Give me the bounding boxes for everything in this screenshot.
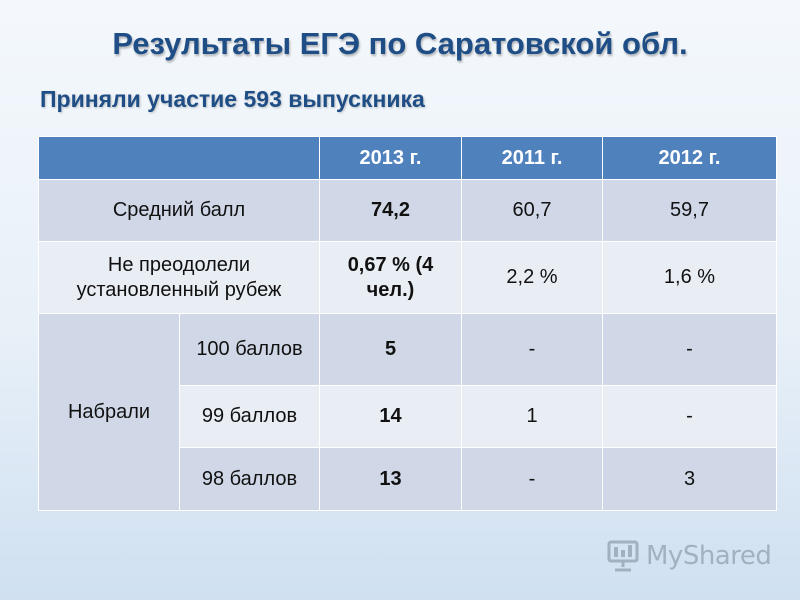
- row-label: Средний балл: [38, 179, 320, 242]
- results-table: 2013 г. 2011 г. 2012 г. Средний балл 74,…: [38, 136, 777, 511]
- sub-row-label: 98 баллов: [179, 447, 320, 511]
- sub-row-label: 100 баллов: [179, 313, 320, 386]
- value-2012: 59,7: [602, 179, 777, 242]
- table-row-failed-threshold: Не преодолели установленный рубеж 0,67 %…: [38, 241, 777, 314]
- value-2011: -: [461, 447, 603, 511]
- value-2013: 13: [319, 447, 462, 511]
- value-2013: 5: [319, 313, 462, 386]
- value-2012: -: [602, 385, 777, 448]
- presentation-icon: [607, 540, 639, 572]
- value-2013: 14: [319, 385, 462, 448]
- table-row-98-points: 98 баллов 13 - 3: [39, 447, 777, 511]
- value-2011: 2,2 %: [461, 241, 603, 314]
- value-2011: -: [461, 313, 603, 386]
- row-group-label: Набрали: [38, 313, 180, 511]
- header-cell-2012: 2012 г.: [602, 136, 777, 180]
- value-2011: 60,7: [461, 179, 603, 242]
- value-2013: 0,67 % (4 чел.): [319, 241, 462, 314]
- header-cell-2013: 2013 г.: [319, 136, 462, 180]
- table-row-99-points: 99 баллов 14 1 -: [39, 385, 777, 448]
- value-2012: 1,6 %: [602, 241, 777, 314]
- value-2011: 1: [461, 385, 603, 448]
- row-label: Не преодолели установленный рубеж: [38, 241, 320, 314]
- value-2013: 74,2: [319, 179, 462, 242]
- watermark-text: MyShared: [646, 541, 772, 571]
- sub-row-label: 99 баллов: [179, 385, 320, 448]
- table-header-row: 2013 г. 2011 г. 2012 г.: [38, 136, 777, 180]
- page-subtitle: Приняли участие 593 выпускника: [40, 86, 425, 112]
- page-title: Результаты ЕГЭ по Саратовской обл.: [112, 26, 688, 61]
- table-row-100-points: Набрали 100 баллов 5 - -: [38, 313, 777, 511]
- header-cell-empty: [38, 136, 320, 180]
- table-row-average-score: Средний балл 74,2 60,7 59,7: [38, 179, 777, 242]
- value-2012: -: [602, 313, 777, 386]
- value-2012: 3: [602, 447, 777, 511]
- watermark-logo: MyShared: [606, 536, 772, 576]
- header-cell-2011: 2011 г.: [461, 136, 603, 180]
